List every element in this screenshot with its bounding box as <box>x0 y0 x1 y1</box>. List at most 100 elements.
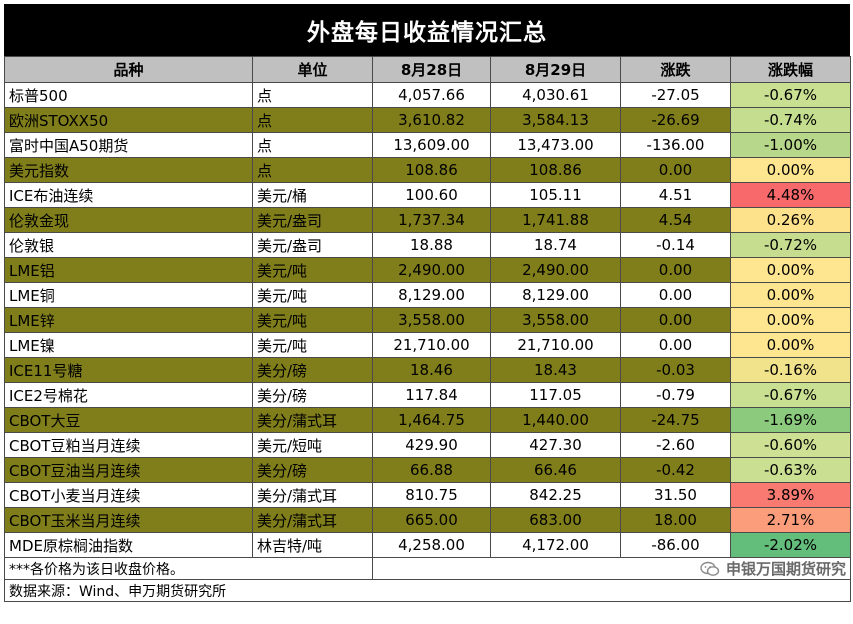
cell-date2-value: 2,490.00 <box>490 257 621 283</box>
cell-date1-value: 100.60 <box>372 182 491 208</box>
cell-pct-change: -0.16% <box>730 357 851 383</box>
cell-date2-value: 13,473.00 <box>490 132 621 158</box>
cell-date1-value: 8,129.00 <box>372 282 491 308</box>
cell-change: -0.03 <box>620 357 731 383</box>
table-row: CBOT豆粕当月连续 美元/短吨 429.90 427.30 -2.60 -0.60% <box>4 432 851 458</box>
cell-pct-change: -0.72% <box>730 232 851 258</box>
cell-variety: 欧洲STOXX50 <box>4 107 253 133</box>
table-row: 伦敦金现 美元/盎司 1,737.34 1,741.88 4.54 0.26% <box>4 207 851 233</box>
header-pct-change: 涨跌幅 <box>730 56 851 83</box>
cell-pct-change: 0.00% <box>730 307 851 333</box>
cell-unit: 林吉特/吨 <box>252 532 373 558</box>
cell-date2-value: 4,172.00 <box>490 532 621 558</box>
cell-unit: 美分/磅 <box>252 357 373 383</box>
table-row: CBOT豆油当月连续 美分/磅 66.88 66.46 -0.42 -0.63% <box>4 457 851 483</box>
table-row: CBOT小麦当月连续 美分/蒲式耳 810.75 842.25 31.50 3.89% <box>4 482 851 508</box>
cell-unit: 美元/吨 <box>252 257 373 283</box>
cell-variety: MDE原棕榈油指数 <box>4 532 253 558</box>
table-title: 外盘每日收益情况汇总 <box>4 4 850 56</box>
cell-pct-change: -1.00% <box>730 132 851 158</box>
header-row: 品种 单位 8月28日 8月29日 涨跌 涨跌幅 <box>4 56 851 83</box>
cell-change: -136.00 <box>620 132 731 158</box>
cell-variety: 伦敦金现 <box>4 207 253 233</box>
table-row: 标普500 点 4,057.66 4,030.61 -27.05 -0.67% <box>4 82 851 108</box>
cell-change: -24.75 <box>620 407 731 433</box>
cell-date2-value: 8,129.00 <box>490 282 621 308</box>
table-row: ICE布油连续 美元/桶 100.60 105.11 4.51 4.48% <box>4 182 851 208</box>
cell-date1-value: 18.88 <box>372 232 491 258</box>
footer-note-row: ***各价格为该日收盘价格。 申银万国期货研究 <box>4 557 851 580</box>
cell-date1-value: 13,609.00 <box>372 132 491 158</box>
cell-unit: 点 <box>252 107 373 133</box>
cell-date1-value: 4,057.66 <box>372 82 491 108</box>
cell-variety: ICE布油连续 <box>4 182 253 208</box>
cell-variety: CBOT玉米当月连续 <box>4 507 253 533</box>
cell-unit: 美元/吨 <box>252 282 373 308</box>
cell-pct-change: 0.26% <box>730 207 851 233</box>
cell-change: -0.42 <box>620 457 731 483</box>
cell-date2-value: 427.30 <box>490 432 621 458</box>
cell-unit: 点 <box>252 132 373 158</box>
header-change: 涨跌 <box>620 56 731 83</box>
footer-note: ***各价格为该日收盘价格。 <box>4 557 373 580</box>
cell-change: 0.00 <box>620 282 731 308</box>
returns-table: 品种 单位 8月28日 8月29日 涨跌 涨跌幅 标普500 点 4,057.66 4… <box>4 56 851 602</box>
cell-unit: 美元/盎司 <box>252 232 373 258</box>
cell-unit: 美元/吨 <box>252 307 373 333</box>
cell-change: -0.14 <box>620 232 731 258</box>
cell-date1-value: 108.86 <box>372 157 491 183</box>
table-row: MDE原棕榈油指数 林吉特/吨 4,258.00 4,172.00 -86.00 -2.0… <box>4 532 851 558</box>
cell-variety: 美元指数 <box>4 157 253 183</box>
cell-change: -86.00 <box>620 532 731 558</box>
cell-date2-value: 21,710.00 <box>490 332 621 358</box>
table-row: LME镍 美元/吨 21,710.00 21,710.00 0.00 0.00% <box>4 332 851 358</box>
header-date2: 8月29日 <box>490 56 621 83</box>
table-row: ICE11号糖 美分/磅 18.46 18.43 -0.03 -0.16% <box>4 357 851 383</box>
cell-unit: 美元/盎司 <box>252 207 373 233</box>
cell-change: -27.05 <box>620 82 731 108</box>
footer-brand-cell: 申银万国期货研究 <box>372 557 851 580</box>
cell-variety: CBOT小麦当月连续 <box>4 482 253 508</box>
cell-pct-change: -0.67% <box>730 82 851 108</box>
cell-date1-value: 66.88 <box>372 457 491 483</box>
table-row: ICE2号棉花 美分/磅 117.84 117.05 -0.79 -0.67% <box>4 382 851 408</box>
cell-date1-value: 18.46 <box>372 357 491 383</box>
cell-date1-value: 21,710.00 <box>372 332 491 358</box>
cell-pct-change: -2.02% <box>730 532 851 558</box>
header-date1: 8月28日 <box>372 56 491 83</box>
cell-date2-value: 3,558.00 <box>490 307 621 333</box>
cell-date1-value: 3,610.82 <box>372 107 491 133</box>
header-variety: 品种 <box>4 56 253 83</box>
cell-unit: 美分/蒲式耳 <box>252 507 373 533</box>
table-row: 美元指数点 108.86 108.86 0.00 0.00% <box>4 157 851 183</box>
cell-unit: 美分/蒲式耳 <box>252 482 373 508</box>
cell-date1-value: 3,558.00 <box>372 307 491 333</box>
cell-unit: 点 <box>252 157 373 183</box>
cell-pct-change: -0.60% <box>730 432 851 458</box>
cell-variety: LME铜 <box>4 282 253 308</box>
cell-unit: 美元/短吨 <box>252 432 373 458</box>
cell-date2-value: 1,440.00 <box>490 407 621 433</box>
cell-change: 4.54 <box>620 207 731 233</box>
cell-date2-value: 842.25 <box>490 482 621 508</box>
cell-date2-value: 683.00 <box>490 507 621 533</box>
cell-unit: 点 <box>252 82 373 108</box>
cell-date2-value: 105.11 <box>490 182 621 208</box>
cell-unit: 美元/吨 <box>252 332 373 358</box>
cell-variety: CBOT豆油当月连续 <box>4 457 253 483</box>
cell-date2-value: 117.05 <box>490 382 621 408</box>
cell-date1-value: 810.75 <box>372 482 491 508</box>
cell-date2-value: 18.74 <box>490 232 621 258</box>
cell-variety: 伦敦银 <box>4 232 253 258</box>
cell-variety: 标普500 <box>4 82 253 108</box>
cell-change: 0.00 <box>620 332 731 358</box>
cell-variety: CBOT豆粕当月连续 <box>4 432 253 458</box>
cell-date2-value: 4,030.61 <box>490 82 621 108</box>
cell-pct-change: 0.00% <box>730 332 851 358</box>
wechat-icon <box>700 561 720 576</box>
cell-unit: 美元/桶 <box>252 182 373 208</box>
cell-variety: LME镍 <box>4 332 253 358</box>
cell-pct-change: 0.00% <box>730 282 851 308</box>
brand-mark: 申银万国期货研究 <box>377 559 846 579</box>
cell-pct-change: 2.71% <box>730 507 851 533</box>
